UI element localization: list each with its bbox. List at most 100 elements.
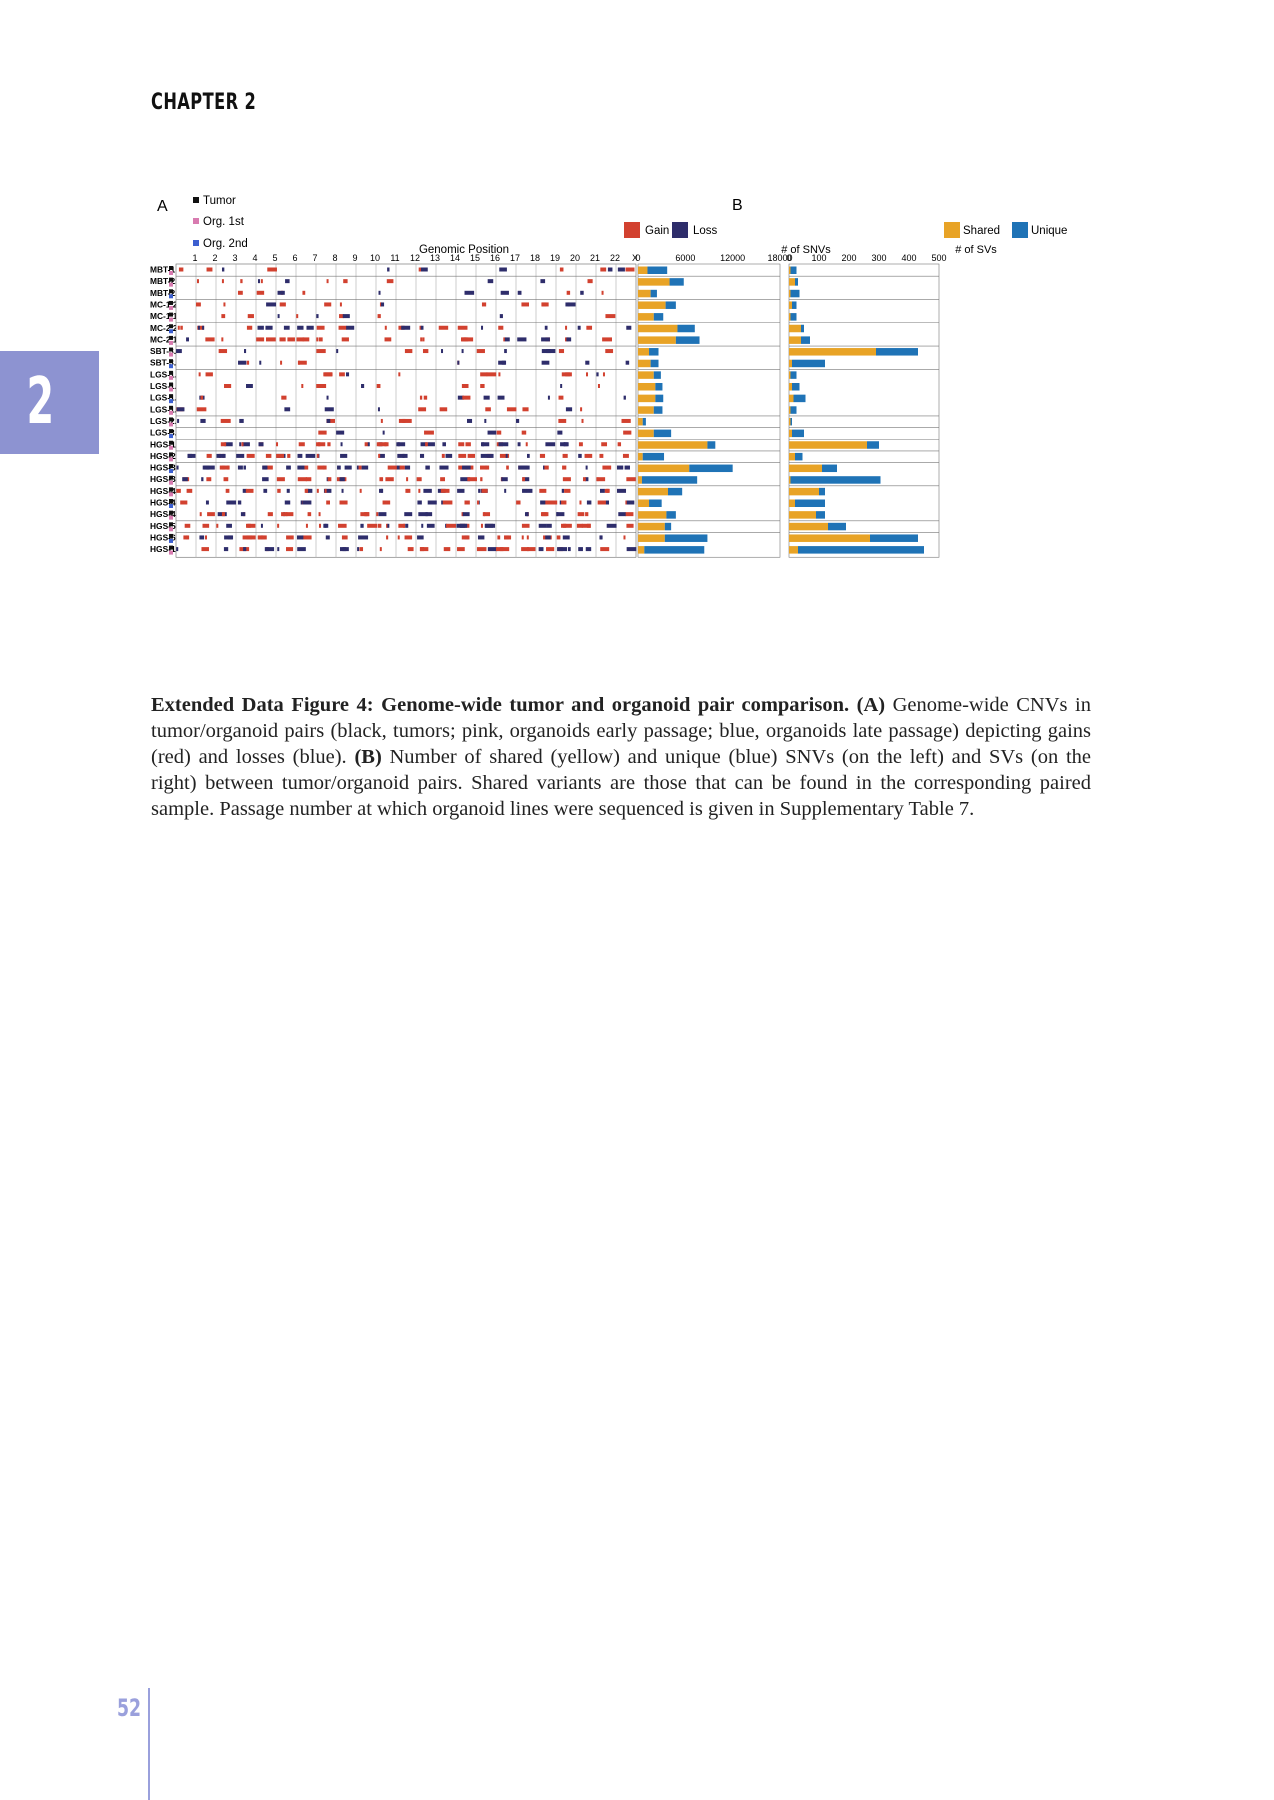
cnv-segment [386,523,389,528]
cnv-segment [425,512,433,517]
sample-type-marker [169,480,173,485]
snv-unique-bar [653,371,661,379]
cnv-segment [216,453,226,458]
cnv-segment [221,314,226,319]
snv-shared-bar [638,476,642,484]
cnv-segment [262,477,269,482]
cnv-segment [616,465,624,470]
cnv-segment [602,465,612,470]
cnv-segment [381,477,384,482]
sv-shared-bar [789,336,801,344]
cnv-segment [547,500,558,505]
sample-type-marker [169,312,173,317]
cnv-segment [323,372,333,377]
cnv-segment [221,267,225,272]
cnv-segment [317,465,327,470]
cnv-segment [441,349,444,354]
cnv-segment [624,465,630,470]
sample-label: HGS-6 [150,532,176,542]
sample-type-marker [169,533,173,538]
cnv-segment [199,535,205,540]
cnv-segment [304,488,309,493]
cnv-segment [207,512,215,517]
chromosome-label: 16 [490,253,500,263]
sample-type-marker [169,417,173,422]
cnv-segment [342,314,350,319]
sv-tick-label: 0 [786,253,791,263]
cnv-segment [405,488,409,493]
sample-type-marker [169,429,173,434]
cnv-segment [302,535,312,540]
legend-label-org2: Org. 2nd [203,238,248,250]
cnv-segment [622,453,629,458]
cnv-segment [223,477,229,482]
cnv-segment [605,349,614,354]
cnv-segment [201,547,209,552]
cnv-segment [420,442,428,447]
cnv-segment [483,395,490,400]
snv-shared-bar [638,348,650,356]
cnv-segment [504,337,510,342]
chromosome-label: 18 [530,253,540,263]
cnv-segment [276,442,279,447]
snv-unique-bar [650,289,657,298]
cnv-segment [625,360,630,365]
cnv-segment [205,337,215,342]
cnv-segment [307,488,313,493]
cnv-segment [522,407,529,412]
sample-type-marker [169,527,173,532]
sv-shared-bar [789,371,791,379]
cnv-segment [361,465,369,470]
cnv-segment [326,279,329,284]
cnv-segment [596,477,599,482]
cnv-segment [481,488,488,493]
cnv-segment [616,488,627,493]
cnv-segment [480,465,490,470]
chromosome-label: 7 [312,253,317,263]
cnv-segment [380,488,384,493]
sample-label: MBT-2.1 [150,288,182,298]
cnv-segment [539,488,547,493]
sv-unique-bar [798,546,924,554]
chromosome-label: 22 [610,253,620,263]
snv-axis-title: # of SNVs [781,244,831,256]
cnv-segment [284,407,291,412]
cnv-segment [323,523,329,528]
sample-type-marker [169,271,173,275]
cnv-segment [497,535,501,540]
snv-tick-label: 0 [635,253,640,263]
sample-label: HGS-4.3 [150,498,183,508]
cnv-segment [398,418,406,423]
cnv-segment [498,325,504,330]
cnv-segment [241,442,244,447]
sample-label: LGS-1.1 [150,404,182,414]
cnv-segment [420,325,424,330]
sv-tick-label: 100 [811,253,826,263]
figure-svg: A B Tumor Org. 1st Org. 2nd Gain Loss Sh… [150,195,1067,558]
cnv-segment [187,453,196,458]
cnv-segment [601,442,608,447]
cnv-segment [522,488,527,493]
cnv-segment [423,488,432,493]
sample-label: MC-2.2 [150,323,178,333]
cnv-segment [258,535,266,540]
cnv-segment [324,488,327,493]
cnv-segment [419,325,422,330]
cnv-segment [298,442,305,447]
cnv-segment [176,407,185,412]
sample-type-marker [169,399,173,404]
cnv-segment [439,465,449,470]
cnv-heatmap [175,263,637,558]
cnv-segment [418,488,421,493]
cnv-segment [359,547,364,552]
cnv-segment [580,290,584,295]
cnv-segment [337,465,341,470]
cnv-segment [462,465,471,470]
cnv-segment [467,453,476,458]
cnv-segment [500,290,509,295]
cnv-segment [264,547,275,552]
sv-shared-bar [789,301,792,309]
chromosome-label: 12 [410,253,420,263]
cnv-segment [539,453,546,458]
cnv-segment [398,523,406,528]
